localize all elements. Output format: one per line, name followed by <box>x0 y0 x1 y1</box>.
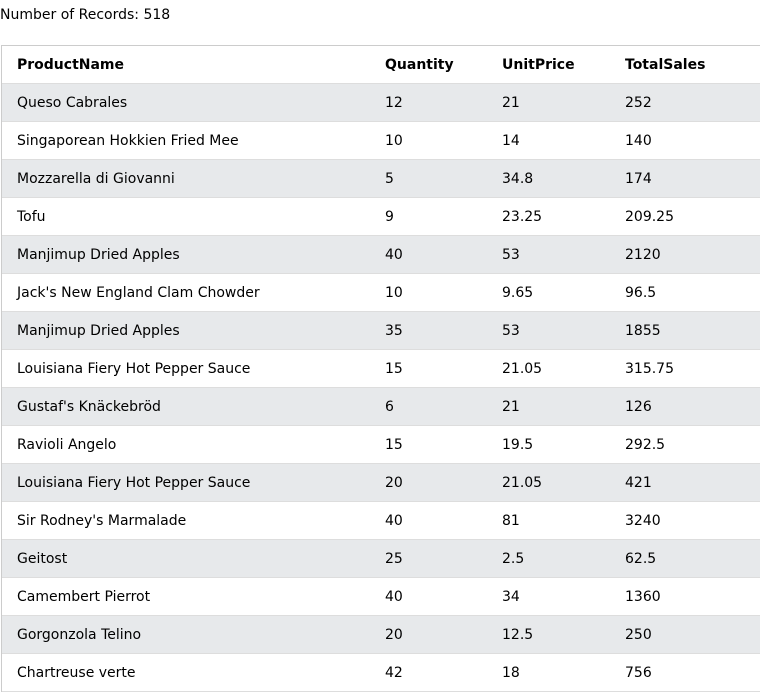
cell-productname: Gorgonzola Telino <box>2 615 370 654</box>
results-table: ProductName Quantity UnitPrice TotalSale… <box>2 46 760 692</box>
cell-totalsales: 292.5 <box>610 425 760 464</box>
cell-totalsales: 96.5 <box>610 273 760 312</box>
cell-unitprice: 12.5 <box>487 615 610 654</box>
table-row: Gustaf's Knäckebröd 6 21 126 <box>2 387 760 426</box>
table-row: Chartreuse verte 42 18 756 <box>2 653 760 692</box>
cell-quantity: 20 <box>370 463 487 502</box>
cell-productname: Chartreuse verte <box>2 653 370 692</box>
cell-totalsales: 140 <box>610 121 760 160</box>
cell-productname: Manjimup Dried Apples <box>2 235 370 274</box>
cell-totalsales: 209.25 <box>610 197 760 236</box>
cell-productname: Gustaf's Knäckebröd <box>2 387 370 426</box>
cell-quantity: 35 <box>370 311 487 350</box>
table-row: Manjimup Dried Apples 35 53 1855 <box>2 311 760 350</box>
cell-unitprice: 81 <box>487 501 610 540</box>
cell-totalsales: 421 <box>610 463 760 502</box>
cell-quantity: 10 <box>370 121 487 160</box>
cell-unitprice: 21.05 <box>487 349 610 388</box>
cell-quantity: 40 <box>370 235 487 274</box>
table-header: ProductName Quantity UnitPrice TotalSale… <box>2 46 760 84</box>
table-row: Louisiana Fiery Hot Pepper Sauce 20 21.0… <box>2 463 760 502</box>
cell-unitprice: 53 <box>487 235 610 274</box>
table-row: Geitost 25 2.5 62.5 <box>2 539 760 578</box>
cell-totalsales: 126 <box>610 387 760 426</box>
cell-quantity: 42 <box>370 653 487 692</box>
header-totalsales: TotalSales <box>610 46 760 84</box>
cell-unitprice: 34 <box>487 577 610 616</box>
header-quantity: Quantity <box>370 46 487 84</box>
cell-totalsales: 250 <box>610 615 760 654</box>
header-row: ProductName Quantity UnitPrice TotalSale… <box>2 46 760 84</box>
cell-productname: Manjimup Dried Apples <box>2 311 370 350</box>
cell-unitprice: 2.5 <box>487 539 610 578</box>
table-row: Sir Rodney's Marmalade 40 81 3240 <box>2 501 760 540</box>
cell-productname: Sir Rodney's Marmalade <box>2 501 370 540</box>
cell-productname: Louisiana Fiery Hot Pepper Sauce <box>2 463 370 502</box>
table-row: Louisiana Fiery Hot Pepper Sauce 15 21.0… <box>2 349 760 388</box>
header-unitprice: UnitPrice <box>487 46 610 84</box>
cell-unitprice: 14 <box>487 121 610 160</box>
table-row: Mozzarella di Giovanni 5 34.8 174 <box>2 159 760 198</box>
cell-totalsales: 252 <box>610 83 760 122</box>
cell-productname: Tofu <box>2 197 370 236</box>
table-row: Jack's New England Clam Chowder 10 9.65 … <box>2 273 760 312</box>
cell-totalsales: 62.5 <box>610 539 760 578</box>
cell-productname: Camembert Pierrot <box>2 577 370 616</box>
cell-productname: Mozzarella di Giovanni <box>2 159 370 198</box>
cell-quantity: 15 <box>370 349 487 388</box>
header-productname: ProductName <box>2 46 370 84</box>
cell-unitprice: 34.8 <box>487 159 610 198</box>
table-row: Manjimup Dried Apples 40 53 2120 <box>2 235 760 274</box>
cell-unitprice: 21.05 <box>487 463 610 502</box>
cell-unitprice: 9.65 <box>487 273 610 312</box>
cell-quantity: 25 <box>370 539 487 578</box>
cell-totalsales: 2120 <box>610 235 760 274</box>
table-body: Queso Cabrales 12 21 252 Singaporean Hok… <box>2 83 760 692</box>
cell-unitprice: 21 <box>487 83 610 122</box>
table-row: Singaporean Hokkien Fried Mee 10 14 140 <box>2 121 760 160</box>
cell-productname: Ravioli Angelo <box>2 425 370 464</box>
cell-totalsales: 3240 <box>610 501 760 540</box>
cell-productname: Singaporean Hokkien Fried Mee <box>2 121 370 160</box>
cell-quantity: 40 <box>370 577 487 616</box>
table-row: Ravioli Angelo 15 19.5 292.5 <box>2 425 760 464</box>
table-row: Queso Cabrales 12 21 252 <box>2 83 760 122</box>
cell-totalsales: 1855 <box>610 311 760 350</box>
cell-totalsales: 174 <box>610 159 760 198</box>
cell-quantity: 9 <box>370 197 487 236</box>
cell-productname: Jack's New England Clam Chowder <box>2 273 370 312</box>
cell-quantity: 40 <box>370 501 487 540</box>
cell-totalsales: 756 <box>610 653 760 692</box>
cell-unitprice: 23.25 <box>487 197 610 236</box>
cell-totalsales: 315.75 <box>610 349 760 388</box>
cell-unitprice: 21 <box>487 387 610 426</box>
cell-quantity: 5 <box>370 159 487 198</box>
cell-quantity: 12 <box>370 83 487 122</box>
record-count: Number of Records: 518 <box>0 7 171 23</box>
cell-productname: Queso Cabrales <box>2 83 370 122</box>
cell-totalsales: 1360 <box>610 577 760 616</box>
cell-productname: Louisiana Fiery Hot Pepper Sauce <box>2 349 370 388</box>
cell-quantity: 20 <box>370 615 487 654</box>
results-table-container: ProductName Quantity UnitPrice TotalSale… <box>1 45 760 692</box>
cell-productname: Geitost <box>2 539 370 578</box>
table-row: Camembert Pierrot 40 34 1360 <box>2 577 760 616</box>
cell-quantity: 15 <box>370 425 487 464</box>
table-row: Tofu 9 23.25 209.25 <box>2 197 760 236</box>
table-row: Gorgonzola Telino 20 12.5 250 <box>2 615 760 654</box>
cell-quantity: 6 <box>370 387 487 426</box>
cell-unitprice: 18 <box>487 653 610 692</box>
cell-unitprice: 19.5 <box>487 425 610 464</box>
cell-quantity: 10 <box>370 273 487 312</box>
cell-unitprice: 53 <box>487 311 610 350</box>
